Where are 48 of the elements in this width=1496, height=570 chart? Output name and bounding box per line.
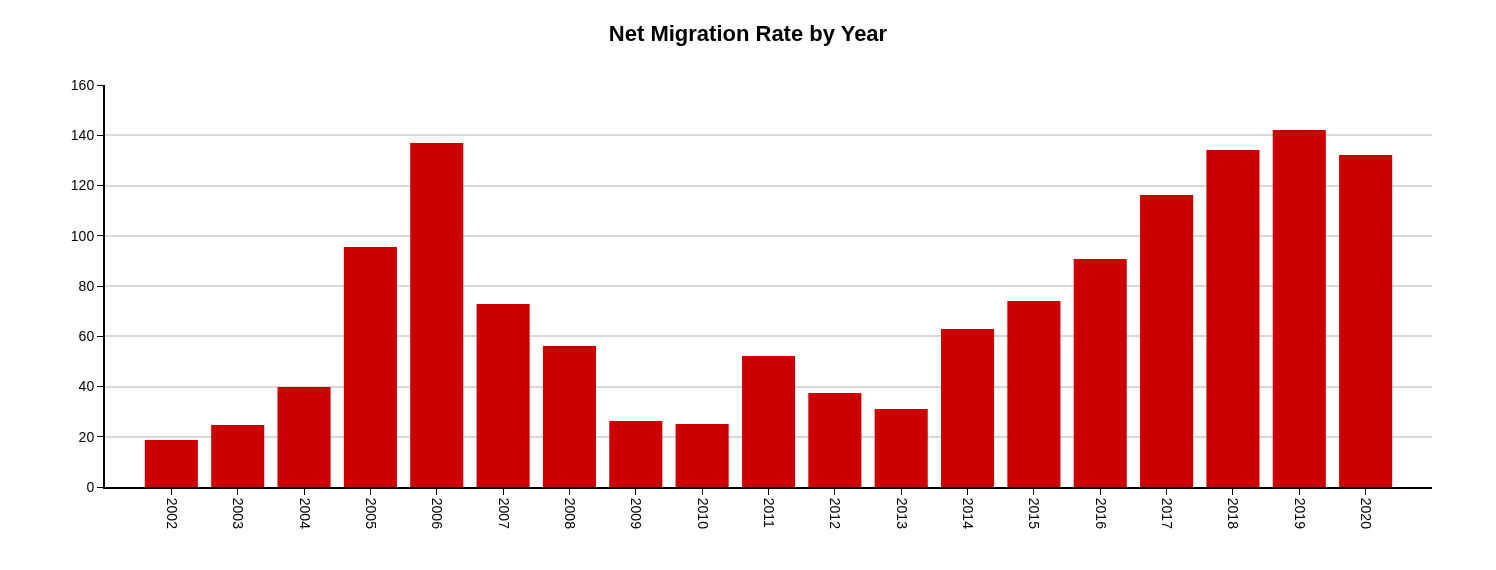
bar <box>542 346 596 487</box>
x-tick-label: 2017 <box>1159 497 1176 530</box>
x-tick-label: 2020 <box>1358 497 1375 530</box>
x-tick-label: 2006 <box>429 497 446 530</box>
bar <box>874 409 928 487</box>
bar <box>741 356 796 487</box>
bar <box>1339 155 1393 487</box>
y-tick-label: 0 <box>86 478 95 495</box>
bar <box>211 424 265 487</box>
bar <box>1073 259 1127 487</box>
x-tick-label: 2007 <box>495 497 512 530</box>
x-tick-label: 2009 <box>628 497 645 530</box>
bar <box>609 420 663 487</box>
x-tick-label: 2015 <box>1026 497 1043 530</box>
x-tick-label: 2019 <box>1291 497 1308 530</box>
x-tick-label: 2010 <box>694 497 711 530</box>
x-tick-label: 2002 <box>163 497 180 530</box>
chart-title: Net Migration Rate by Year <box>608 21 888 47</box>
bar <box>941 328 995 487</box>
y-tick-label: 120 <box>70 177 95 194</box>
bar <box>277 387 331 487</box>
bar <box>410 143 464 487</box>
y-tick-label: 60 <box>78 328 95 345</box>
bar <box>808 393 862 487</box>
y-tick-label: 40 <box>78 378 95 395</box>
bar <box>1272 129 1326 487</box>
y-tick-label: 100 <box>70 227 95 244</box>
bar <box>1206 150 1260 487</box>
x-tick-label: 2012 <box>827 497 844 530</box>
x-tick-label: 2013 <box>893 497 910 530</box>
x-tick-label: 2018 <box>1225 497 1242 530</box>
bar <box>476 304 530 487</box>
y-tick-label: 140 <box>70 127 95 144</box>
bar <box>343 247 397 487</box>
x-tick-label: 2005 <box>362 497 379 530</box>
bar <box>1007 301 1061 487</box>
y-tick-label: 20 <box>78 428 95 445</box>
x-tick-label: 2004 <box>296 497 313 530</box>
y-tick-label: 160 <box>70 76 95 93</box>
bar <box>675 423 729 487</box>
x-tick-label: 2016 <box>1092 497 1109 530</box>
x-tick-label: 2003 <box>230 497 247 530</box>
bar <box>1140 195 1194 487</box>
x-tick-label: 2014 <box>960 497 976 530</box>
y-tick-label: 80 <box>78 277 95 294</box>
x-tick-label: 2008 <box>561 497 578 530</box>
x-tick-label: 2011 <box>760 497 777 529</box>
bar <box>144 440 198 487</box>
